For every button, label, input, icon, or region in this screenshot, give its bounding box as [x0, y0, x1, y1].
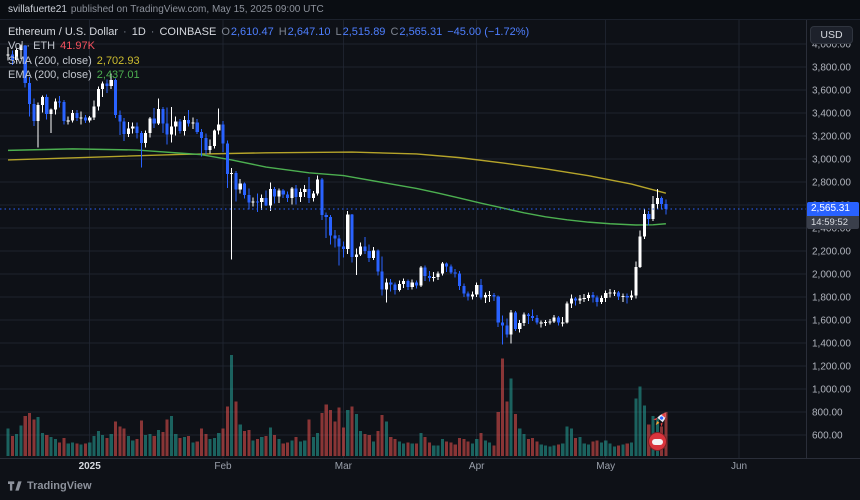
svg-text:800.00: 800.00	[812, 408, 843, 419]
low-label: L	[335, 26, 342, 38]
legend-volume-row[interactable]: Vol · ETH 41.97K	[8, 40, 529, 53]
ma-line-sma-200	[7, 151, 667, 194]
exchange-label: COINBASE	[159, 26, 217, 38]
sma-value: 2,702.93	[96, 54, 140, 67]
svg-text:1,800.00: 1,800.00	[812, 293, 851, 304]
volume-value: 41.97K	[60, 40, 95, 53]
high-price: 2,647.10	[287, 26, 331, 38]
open-price: 2,610.47	[230, 26, 274, 38]
candles	[6, 44, 668, 345]
gridlines	[0, 20, 806, 458]
svg-text:3,400.00: 3,400.00	[812, 109, 851, 120]
svg-text:2,200.00: 2,200.00	[812, 247, 851, 258]
ema-value: 2,437.01	[96, 69, 140, 82]
high-value: H 2,647.10	[279, 26, 331, 39]
svg-text:2,000.00: 2,000.00	[812, 270, 851, 281]
svg-text:2025: 2025	[79, 461, 102, 472]
svg-text:1,400.00: 1,400.00	[812, 339, 851, 350]
axis-labels: 4,000.00 3,800.00 3,600.00 3,400.00 3,200.00…	[79, 40, 852, 473]
legend-ema-row[interactable]: EMA (200, close) 2,437.01	[8, 69, 529, 82]
svg-text:4,000.00: 4,000.00	[812, 40, 851, 51]
close-label: C	[390, 26, 399, 38]
svg-text:3,200.00: 3,200.00	[812, 132, 851, 143]
interval-label: 1D	[131, 26, 146, 38]
volume-label: Vol · ETH	[8, 40, 56, 53]
red-badge-sticker-icon	[649, 433, 666, 450]
ma-lines	[7, 148, 667, 226]
svg-text:May: May	[596, 461, 615, 472]
legend-sma-row[interactable]: SMA (200, close) 2,702.93	[8, 55, 529, 68]
svg-text:3,800.00: 3,800.00	[812, 63, 851, 74]
separator-dot: ·	[150, 26, 155, 38]
svg-text:2,800.00: 2,800.00	[812, 178, 851, 189]
volume-bars	[6, 355, 668, 456]
attribution-username: svillafuerte21	[8, 4, 67, 15]
symbol-name: Ethereum / U.S. Dollar	[8, 26, 119, 38]
tradingview-brand-text: TradingView	[27, 480, 92, 492]
svg-text:1,600.00: 1,600.00	[812, 316, 851, 327]
ema-label: EMA (200, close)	[8, 69, 92, 82]
attribution-text: published on TradingView.com, May 15, 20…	[70, 4, 324, 15]
attribution-bar: svillafuerte21 published on TradingView.…	[0, 0, 860, 20]
legend-symbol-row[interactable]: Ethereum / U.S. Dollar · 1D · COINBASE O…	[8, 26, 529, 39]
svg-text:2,400.00: 2,400.00	[812, 224, 851, 235]
svg-text:1,000.00: 1,000.00	[812, 385, 851, 396]
rocket-sticker-icon	[648, 408, 672, 432]
separator-dot: ·	[123, 26, 127, 38]
change-value: −45.00 (−1.72%)	[447, 26, 530, 38]
bar-close-countdown: 14:59:52	[807, 215, 859, 229]
low-value: L 2,515.89	[335, 26, 385, 39]
svg-text:3,600.00: 3,600.00	[812, 86, 851, 97]
svg-text:3,000.00: 3,000.00	[812, 155, 851, 166]
close-price: 2,565.31	[399, 26, 443, 38]
sma-label: SMA (200, close)	[8, 54, 92, 67]
tradingview-logo-icon	[8, 481, 22, 491]
chart-legend: Ethereum / U.S. Dollar · 1D · COINBASE O…	[8, 26, 529, 83]
low-price: 2,515.89	[342, 26, 386, 38]
high-label: H	[278, 26, 287, 38]
svg-text:1,200.00: 1,200.00	[812, 362, 851, 373]
currency-toggle-button[interactable]: USD	[810, 26, 853, 44]
ma-line-ema-200	[7, 148, 666, 226]
current-price-value: 2,565.31	[807, 201, 859, 216]
close-value: C 2,565.31	[390, 26, 442, 39]
svg-text:Jun: Jun	[731, 461, 747, 472]
svg-text:Apr: Apr	[469, 461, 485, 472]
open-label: O	[221, 26, 230, 38]
svg-text:Feb: Feb	[214, 461, 232, 472]
svg-text:Mar: Mar	[335, 461, 353, 472]
svg-text:600.00: 600.00	[812, 431, 843, 442]
open-value: O 2,610.47	[221, 26, 273, 39]
tradingview-logo[interactable]: TradingView	[8, 480, 92, 492]
current-price-axis-label: 2,565.31 14:59:52	[807, 201, 859, 229]
